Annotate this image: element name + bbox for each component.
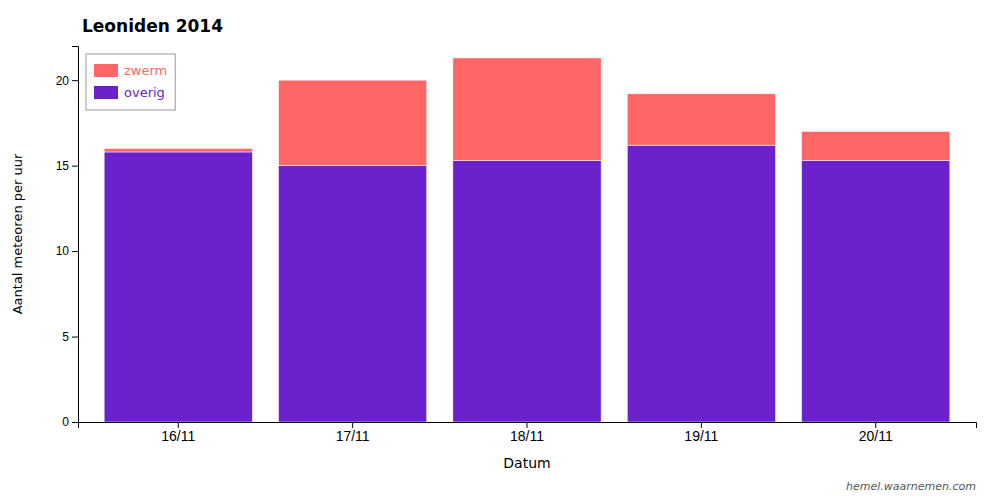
x-tick: 20/11	[859, 422, 893, 444]
x-tick-label: 17/11	[336, 428, 370, 444]
bar	[802, 161, 950, 422]
y-tick-label: 15	[56, 159, 70, 173]
x-axis: 16/11 17/11 18/11 19/11 20/11	[79, 422, 977, 444]
x-tick-label: 20/11	[859, 428, 893, 444]
legend-label: overig	[124, 85, 165, 100]
bar-series	[104, 58, 950, 166]
bar	[104, 152, 252, 422]
x-tick: 16/11	[161, 422, 195, 444]
y-tick: 15	[56, 159, 78, 173]
bar	[802, 131, 950, 160]
y-tick: 10	[56, 244, 78, 258]
x-tick-label: 18/11	[510, 428, 544, 444]
legend: zwerm overig	[86, 54, 175, 110]
bars	[104, 58, 950, 422]
bar	[104, 149, 252, 152]
legend-swatch	[94, 86, 118, 99]
y-tick: 0	[62, 415, 78, 429]
x-tick-label: 16/11	[161, 428, 195, 444]
y-tick: 5	[62, 330, 78, 344]
x-tick-label: 19/11	[684, 428, 718, 444]
legend-item: zwerm	[94, 63, 167, 78]
y-tick-mark	[72, 251, 78, 252]
y-tick-label: 20	[56, 74, 70, 88]
bar-series	[104, 145, 950, 422]
y-tick-mark	[72, 422, 78, 423]
y-tick-mark	[72, 337, 78, 338]
bar	[453, 161, 601, 422]
bar	[627, 145, 775, 422]
y-tick-mark	[72, 80, 78, 81]
bar	[279, 80, 427, 165]
legend-frame	[86, 54, 175, 110]
y-tick: 20	[56, 74, 78, 88]
y-axis: 0 5 10 15 20	[56, 47, 79, 430]
bar	[453, 58, 601, 161]
bar	[627, 94, 775, 145]
plot: 0 5 10 15 20 16/11 17/11 18/11 19/11 20/11 zwerm ov…	[56, 47, 977, 444]
y-tick-label: 5	[62, 330, 69, 344]
x-axis-title: Datum	[503, 455, 550, 471]
y-tick-label: 10	[56, 244, 70, 258]
y-tick-label: 0	[62, 415, 69, 429]
title: Leoniden 2014	[82, 16, 223, 36]
bar	[279, 166, 427, 422]
y-axis-title: Aantal meteoren per uur	[10, 153, 25, 314]
legend-item: overig	[94, 85, 165, 100]
y-axis-line	[72, 47, 79, 423]
legend-label: zwerm	[124, 63, 167, 78]
y-tick-mark	[72, 166, 78, 167]
x-tick: 17/11	[336, 422, 370, 444]
annotation: hemel.waarnemen.com	[846, 480, 976, 493]
chart: 0 5 10 15 20 16/11 17/11 18/11 19/11 20/11 zwerm ov…	[0, 0, 1000, 500]
x-tick: 18/11	[510, 422, 544, 444]
x-tick: 19/11	[684, 422, 718, 444]
legend-swatch	[94, 64, 118, 77]
